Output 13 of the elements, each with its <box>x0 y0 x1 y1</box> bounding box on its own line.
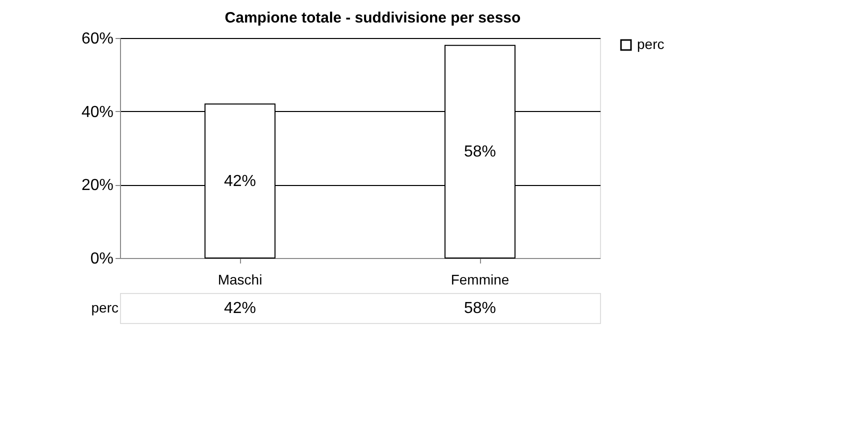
data-label: 58% <box>464 300 496 317</box>
text: 58% <box>464 144 496 161</box>
legend-label: perc <box>637 36 664 52</box>
y-tick-label: 60% <box>81 30 114 48</box>
y-tick-label: 0% <box>90 250 114 268</box>
y-tick-label: 20% <box>81 177 114 194</box>
chart-title: Campione totale - suddivisione per sesso <box>224 10 521 26</box>
text: perc <box>91 300 118 316</box>
x-tick-label: Maschi <box>218 272 262 288</box>
data-label: 42% <box>224 300 256 317</box>
y-tick-label: 40% <box>81 104 114 121</box>
x-tick-label: Femmine <box>450 272 510 288</box>
text: 42% <box>224 173 256 190</box>
